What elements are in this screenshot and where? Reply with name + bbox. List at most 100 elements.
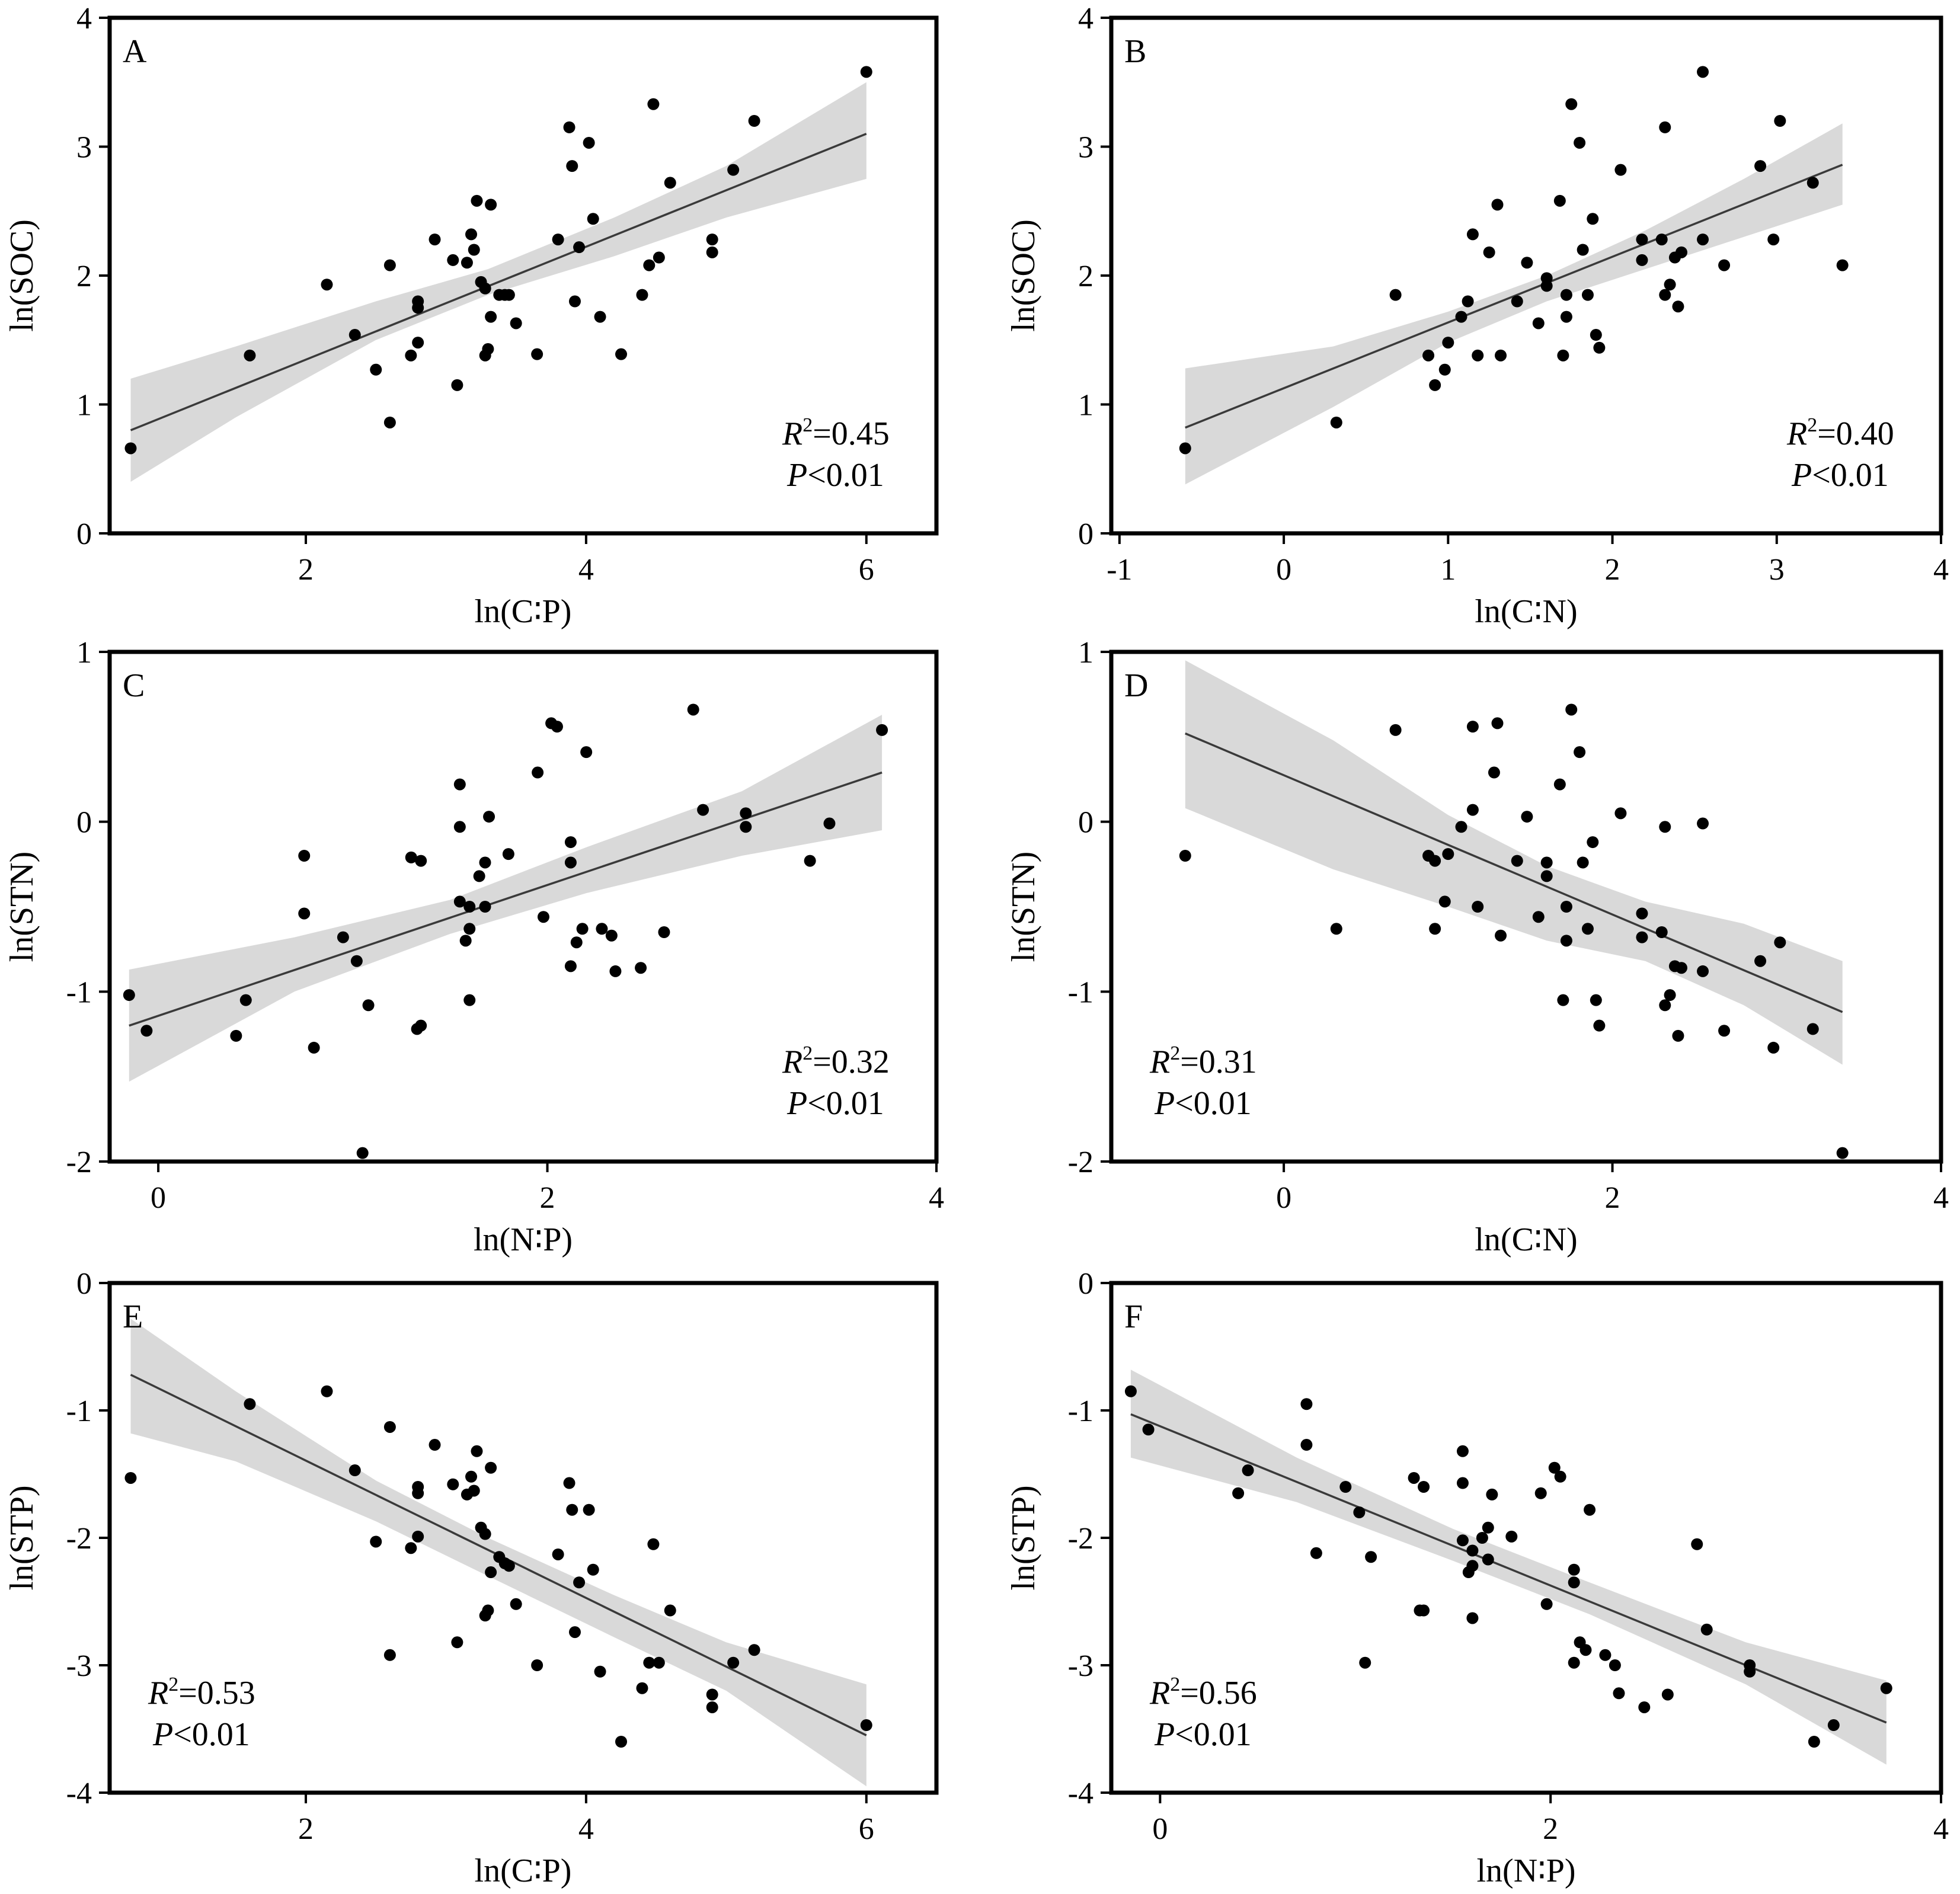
data-point — [1418, 1604, 1430, 1617]
data-point — [124, 1471, 137, 1484]
data-point — [1483, 246, 1495, 258]
data-point — [1664, 279, 1676, 291]
data-point — [564, 836, 577, 849]
data-point — [383, 1420, 396, 1433]
data-point — [1560, 289, 1572, 301]
data-point — [1774, 115, 1786, 127]
data-point — [1532, 317, 1545, 329]
panel-f: 0 2 4 -4 -3 -2 -1 0 ln(N∶P) ln(STP) F R2=0.56 P<0.01 — [1005, 1267, 1949, 1889]
data-point — [453, 821, 466, 833]
data-point — [451, 1636, 463, 1649]
data-point — [1179, 442, 1191, 455]
data-point — [1577, 856, 1589, 869]
x-tick-label: 6 — [859, 1812, 874, 1846]
data-point — [1466, 804, 1479, 816]
x-tick-label: 2 — [540, 1181, 555, 1215]
data-point — [1806, 177, 1819, 189]
panel-letter: B — [1124, 33, 1146, 70]
panel-letter: D — [1124, 667, 1148, 704]
data-point — [1577, 244, 1589, 256]
data-point — [1675, 962, 1687, 974]
data-point — [485, 199, 497, 211]
x-tick-label: 4 — [929, 1181, 944, 1215]
data-point — [615, 348, 628, 360]
x-tick-label: 0 — [151, 1181, 166, 1215]
data-point — [337, 931, 349, 943]
y-tick-label: 4 — [76, 2, 92, 36]
panel-b: -1 0 1 2 3 4 0 1 2 3 4 ln(C∶N) ln(SOC) B R2=0.40 P<0.01 — [1005, 2, 1949, 630]
data-point — [463, 994, 476, 1006]
y-tick-label: -1 — [66, 975, 92, 1009]
data-point — [1422, 349, 1435, 361]
data-point — [804, 855, 816, 867]
data-point — [1614, 164, 1627, 176]
y-tick-label: -1 — [1068, 975, 1093, 1009]
data-point — [1581, 289, 1594, 301]
x-tick-label: 6 — [859, 553, 874, 587]
confidence-band — [1130, 1370, 1887, 1765]
data-point — [1636, 907, 1648, 920]
data-point — [748, 1644, 760, 1656]
y-tick-label: -1 — [1068, 1394, 1093, 1428]
data-point — [1659, 821, 1671, 833]
data-point — [1179, 850, 1191, 862]
data-point — [1700, 1623, 1713, 1636]
data-point — [1540, 870, 1553, 882]
data-point — [1599, 1649, 1612, 1661]
data-point — [140, 1025, 153, 1037]
data-point — [1659, 121, 1671, 133]
data-point — [244, 1398, 256, 1410]
y-tick-label: 2 — [76, 260, 92, 293]
data-point — [1754, 955, 1767, 967]
data-point — [1557, 994, 1569, 1006]
data-point — [1565, 703, 1578, 716]
data-point — [459, 935, 472, 947]
data-point — [412, 337, 424, 349]
data-point — [383, 416, 396, 428]
data-point — [1587, 213, 1599, 225]
data-point — [350, 955, 363, 967]
data-point — [1568, 1576, 1580, 1589]
data-point — [503, 289, 515, 301]
data-point — [573, 1576, 586, 1589]
data-point — [706, 1701, 718, 1713]
data-point — [1389, 289, 1402, 301]
data-point — [412, 1530, 424, 1543]
data-point — [1579, 1644, 1592, 1656]
data-point — [653, 251, 665, 264]
data-point — [568, 1626, 581, 1639]
data-point — [1429, 855, 1441, 867]
data-point — [1548, 1461, 1561, 1474]
data-point — [706, 233, 718, 246]
data-point — [321, 1385, 333, 1397]
y-tick-label: 1 — [76, 636, 92, 670]
data-point — [383, 259, 396, 271]
data-point — [1505, 1530, 1518, 1543]
data-point — [1310, 1547, 1322, 1559]
x-tick-label: 4 — [578, 1812, 594, 1846]
data-point — [298, 850, 311, 862]
data-point — [1456, 1477, 1469, 1489]
data-point — [609, 965, 622, 977]
data-point — [412, 302, 424, 314]
data-point — [1584, 1503, 1596, 1516]
data-point — [563, 121, 575, 133]
data-point — [1540, 272, 1553, 284]
data-point — [356, 1147, 369, 1159]
data-point — [860, 66, 872, 78]
data-point — [1330, 416, 1342, 428]
x-tick-label: 2 — [298, 553, 314, 587]
data-point — [485, 1566, 497, 1579]
data-point — [1553, 194, 1566, 207]
data-point — [1365, 1551, 1377, 1563]
data-point — [465, 228, 478, 241]
data-point — [587, 213, 599, 225]
data-point — [1242, 1464, 1254, 1477]
data-point — [405, 851, 417, 863]
y-axis-label: ln(STP) — [4, 1485, 40, 1590]
x-tick-label: 0 — [1276, 553, 1291, 587]
y-tick-label: 0 — [1078, 806, 1093, 840]
y-tick-label: -2 — [66, 1522, 92, 1556]
x-tick-label: 2 — [1605, 1181, 1620, 1215]
